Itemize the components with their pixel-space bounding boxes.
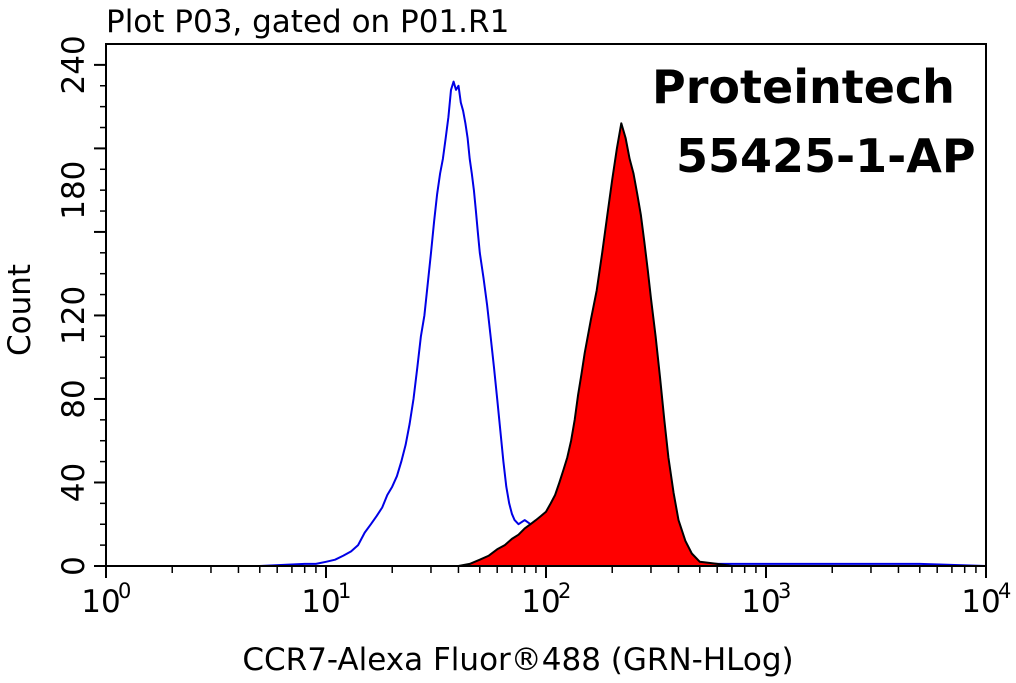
x-tick-label: 10 [741,584,780,620]
y-axis-label: Count [2,264,38,356]
outline-histogram-series [106,80,987,567]
x-axis-label: CCR7-Alexa Fluor®488 (GRN-HLog) [242,642,793,678]
filled-histogram-series [105,122,987,567]
y-tick-label: 40 [56,463,92,502]
plot-area [105,43,987,567]
x-tick-exponent: 2 [558,579,571,603]
chart-title: Plot P03, gated on P01.R1 [106,4,509,40]
plot-frame [105,43,987,567]
x-tick-label: 10 [521,584,560,620]
y-tick-label: 240 [56,35,92,94]
y-tick-label: 0 [56,556,92,576]
x-axis: 100 101 102 103 104 [81,566,1011,620]
x-tick-label: 10 [961,584,1000,620]
y-tick-label: 120 [56,286,92,345]
x-tick-exponent: 0 [118,579,131,603]
x-tick-exponent: 3 [778,579,791,603]
brand-annotation: Proteintech [652,60,955,114]
y-tick-label: 180 [56,161,92,220]
x-tick-label: 10 [81,584,120,620]
x-tick-exponent: 1 [338,579,351,603]
x-tick-exponent: 4 [998,579,1011,603]
catalog-annotation: 55425-1-AP [676,129,976,183]
x-tick-label: 10 [301,584,340,620]
y-axis: 0 40 80 120 180 240 [56,35,106,576]
y-tick-label: 80 [56,379,92,418]
series-layer [105,80,987,567]
